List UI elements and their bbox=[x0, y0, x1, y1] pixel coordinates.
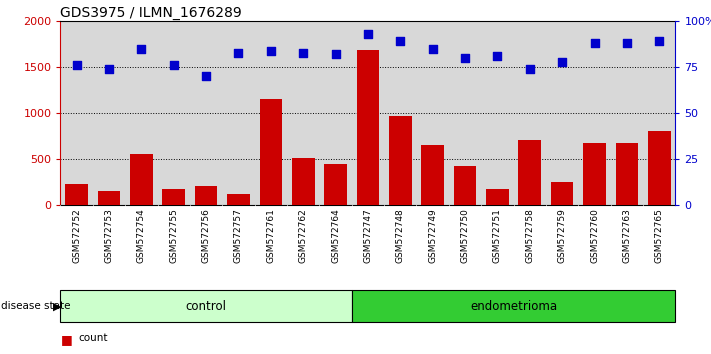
Point bbox=[589, 40, 600, 46]
Text: GSM572760: GSM572760 bbox=[590, 208, 599, 263]
Text: GSM572749: GSM572749 bbox=[428, 208, 437, 263]
Bar bbox=[195, 185, 218, 205]
Bar bbox=[454, 166, 476, 205]
Text: GSM572758: GSM572758 bbox=[525, 208, 534, 263]
Bar bbox=[486, 189, 509, 205]
Bar bbox=[518, 140, 541, 205]
Text: disease state: disease state bbox=[1, 301, 70, 311]
Text: GSM572748: GSM572748 bbox=[396, 208, 405, 263]
Text: GSM572747: GSM572747 bbox=[363, 208, 373, 263]
Point bbox=[168, 63, 179, 68]
Bar bbox=[130, 154, 153, 205]
Text: GSM572754: GSM572754 bbox=[137, 208, 146, 263]
Text: GSM572750: GSM572750 bbox=[461, 208, 469, 263]
Bar bbox=[260, 99, 282, 205]
Text: ▶: ▶ bbox=[53, 301, 62, 311]
Point bbox=[136, 46, 147, 52]
Point bbox=[362, 31, 374, 37]
Point bbox=[557, 59, 568, 64]
Bar bbox=[97, 191, 120, 205]
Bar bbox=[60, 290, 352, 322]
Point bbox=[653, 39, 665, 44]
Text: GSM572762: GSM572762 bbox=[299, 208, 308, 263]
Bar bbox=[616, 143, 638, 205]
Point bbox=[395, 39, 406, 44]
Point bbox=[201, 74, 212, 79]
Text: GDS3975 / ILMN_1676289: GDS3975 / ILMN_1676289 bbox=[60, 6, 242, 20]
Text: GSM572763: GSM572763 bbox=[622, 208, 631, 263]
Bar bbox=[422, 145, 444, 205]
Bar bbox=[357, 50, 379, 205]
Text: GSM572759: GSM572759 bbox=[557, 208, 567, 263]
Text: GSM572755: GSM572755 bbox=[169, 208, 178, 263]
Text: ■: ■ bbox=[60, 333, 73, 346]
Point bbox=[71, 63, 82, 68]
Text: GSM572753: GSM572753 bbox=[105, 208, 114, 263]
Text: GSM572765: GSM572765 bbox=[655, 208, 664, 263]
Text: GSM572761: GSM572761 bbox=[267, 208, 275, 263]
Point bbox=[621, 40, 633, 46]
Bar bbox=[648, 131, 670, 205]
Point bbox=[232, 50, 244, 55]
Text: count: count bbox=[78, 333, 107, 343]
Text: GSM572752: GSM572752 bbox=[72, 208, 81, 263]
Text: endometrioma: endometrioma bbox=[470, 300, 557, 313]
Point bbox=[103, 66, 114, 72]
Bar bbox=[352, 290, 675, 322]
Bar bbox=[324, 164, 347, 205]
Text: GSM572757: GSM572757 bbox=[234, 208, 243, 263]
Point bbox=[427, 46, 439, 52]
Point bbox=[330, 52, 341, 57]
Point bbox=[492, 53, 503, 59]
Bar bbox=[227, 194, 250, 205]
Point bbox=[297, 50, 309, 55]
Bar bbox=[292, 158, 314, 205]
Point bbox=[459, 55, 471, 61]
Text: GSM572751: GSM572751 bbox=[493, 208, 502, 263]
Point bbox=[524, 66, 535, 72]
Text: control: control bbox=[186, 300, 227, 313]
Bar bbox=[551, 182, 574, 205]
Text: GSM572756: GSM572756 bbox=[202, 208, 210, 263]
Point bbox=[265, 48, 277, 53]
Bar bbox=[583, 143, 606, 205]
Text: GSM572764: GSM572764 bbox=[331, 208, 340, 263]
Bar bbox=[389, 115, 412, 205]
Bar bbox=[162, 189, 185, 205]
Bar bbox=[65, 184, 88, 205]
